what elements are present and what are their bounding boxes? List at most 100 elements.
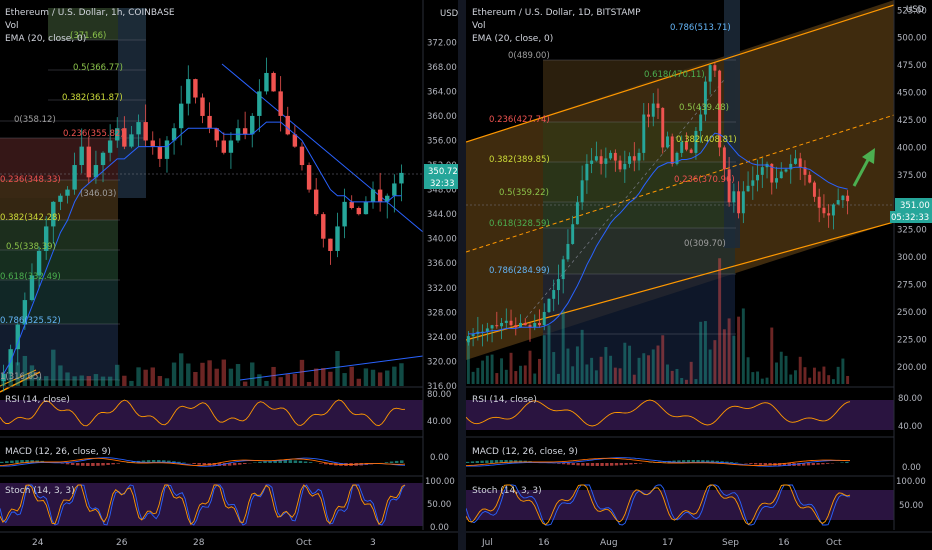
left-signal-line (0, 457, 406, 467)
macd-bar (581, 463, 585, 466)
candle-body (292, 134, 298, 147)
candle-body (335, 226, 340, 251)
macd-bar (470, 461, 475, 463)
right-signal-line (466, 457, 850, 467)
macd-bar (60, 463, 65, 464)
macd-bar (571, 463, 575, 466)
macd-bar (749, 463, 753, 464)
left-chart-pane[interactable]: (371.66) 0.5(366.77) 0.382(361.87) 0(358… (0, 0, 458, 550)
volume-bar (798, 356, 802, 384)
left-rsi-label: RSI (14, close) (5, 395, 70, 405)
volume-bar (485, 355, 489, 384)
volume-bar (666, 364, 669, 384)
macd-bar (821, 463, 825, 465)
left-stoch-tick: 50.00 (427, 500, 451, 510)
macd-bar (696, 460, 700, 463)
candle-body (628, 156, 632, 164)
channel-line[interactable] (0, 371, 41, 393)
candle-body (623, 163, 627, 170)
price-tick: 275.00 (897, 281, 927, 291)
left-chart-svg[interactable]: (371.66) 0.5(366.77) 0.382(361.87) 0(358… (0, 0, 458, 550)
candle-body (533, 322, 537, 328)
volume-bar (79, 375, 84, 386)
volume-bar (356, 378, 362, 386)
candle-body (356, 208, 362, 215)
macd-bar (797, 463, 801, 466)
volume-bar (51, 349, 56, 386)
candle-body (29, 275, 35, 301)
trendline[interactable] (239, 355, 424, 381)
volume-bar (680, 377, 684, 384)
volume-bar (228, 368, 234, 386)
candle-body (504, 320, 508, 323)
candle-body (775, 178, 778, 183)
volume-bar (789, 374, 793, 384)
channel-line[interactable] (0, 369, 37, 387)
fib-label: 0.618(328.59) (489, 219, 550, 229)
candle-body (618, 160, 622, 170)
candle-body (647, 114, 650, 117)
candle-body (129, 134, 134, 147)
candle-body (812, 182, 816, 197)
volume-bar (566, 348, 570, 384)
right-chart-svg[interactable]: 0.786(513.71) 0(489.00) 0.618(470.11) 0.… (466, 0, 932, 550)
channel-bottom[interactable] (466, 221, 895, 341)
macd-bar (268, 460, 272, 463)
macd-bar (389, 461, 394, 463)
volume-bar (129, 380, 134, 386)
right-chart-pane[interactable]: 0.786(513.71) 0(489.00) 0.618(470.11) 0.… (466, 0, 932, 550)
volume-bar (590, 357, 594, 384)
macd-bar (25, 460, 29, 463)
macd-bar (763, 463, 767, 466)
candle-body (363, 201, 369, 215)
fib-label: 0.618(332.49) (0, 272, 61, 282)
right-time-axis[interactable]: Jul 16 Aug 17 Sep 16 Oct (481, 538, 842, 548)
right-price-axis[interactable] (894, 0, 932, 550)
left-currency: USD (440, 9, 458, 19)
macd-bar (324, 463, 328, 465)
macd-bar (466, 461, 470, 463)
candle-body (794, 158, 797, 164)
channel-top[interactable] (466, 4, 895, 143)
macd-bar (586, 463, 590, 466)
left-price-axis[interactable] (423, 0, 458, 550)
candle-body (370, 189, 376, 202)
volume-bar (504, 369, 508, 384)
candle-body (556, 279, 560, 291)
macd-bar (101, 463, 105, 466)
volume-bar (15, 362, 20, 386)
price-tick: 360.00 (427, 112, 457, 122)
candle-body (699, 114, 703, 131)
volume-bar (794, 370, 797, 384)
macd-bar (787, 463, 791, 466)
macd-bar (782, 463, 787, 466)
candle-body (732, 191, 736, 203)
channel-mid[interactable] (466, 114, 895, 253)
macd-bar (278, 460, 282, 463)
price-tick: 300.00 (897, 253, 927, 263)
macd-bar (202, 463, 207, 466)
volume-bar (93, 374, 99, 386)
candle-body (485, 328, 489, 332)
macd-bar (605, 463, 609, 466)
price-tick: 348.00 (427, 186, 457, 196)
macd-bar (283, 460, 288, 463)
volume-bar (538, 358, 541, 384)
left-time-axis[interactable]: 24 26 28 Oct 3 (32, 538, 376, 548)
volume-bar (547, 325, 551, 384)
volume-bar (746, 357, 750, 384)
volume-bar (756, 371, 760, 384)
macd-bar (192, 463, 196, 464)
trendline[interactable] (221, 63, 424, 233)
candle-body (51, 201, 56, 227)
macd-bar (634, 463, 638, 464)
fib-label: 0.618(470.11) (644, 70, 705, 80)
macd-bar (619, 463, 623, 466)
left-vol-label: Vol (5, 21, 18, 31)
price-tick: 500.00 (897, 34, 927, 44)
right-rsi-label: RSI (14, close) (472, 395, 537, 405)
candle-body (651, 103, 655, 117)
candle-body (278, 91, 283, 116)
right-ema-label: EMA (20, close, 0) (472, 34, 553, 44)
volume-bar (656, 345, 660, 384)
